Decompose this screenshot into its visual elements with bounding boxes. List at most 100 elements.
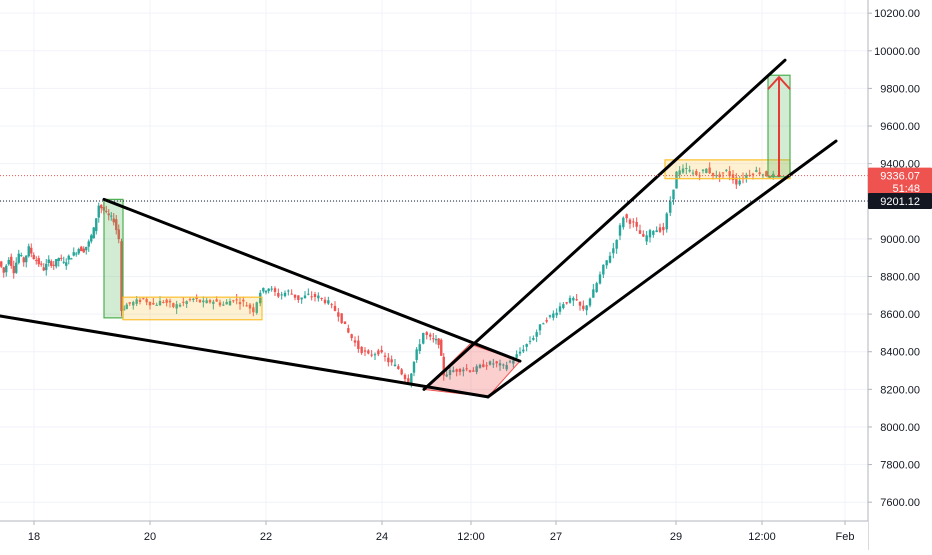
candle-body: [347, 328, 350, 333]
candle-body: [525, 344, 528, 347]
candle-body: [343, 321, 347, 325]
candle-body: [85, 246, 88, 251]
candle-body: [333, 305, 337, 311]
candle-body: [632, 221, 635, 223]
candle-body: [313, 293, 317, 298]
candle-body: [77, 249, 80, 254]
candle-body: [468, 370, 472, 372]
candle-body: [548, 315, 552, 317]
candle-body: [542, 323, 545, 325]
candle-body: [390, 359, 393, 363]
y-tick-label: 7600.00: [880, 497, 920, 509]
candle-body: [62, 261, 65, 263]
y-tick-label: 9400.00: [880, 159, 920, 171]
candle-body: [735, 177, 738, 185]
candle-body: [518, 351, 522, 354]
candle-body: [711, 172, 715, 176]
candle-body: [585, 305, 588, 311]
price-label-background: [868, 167, 932, 184]
candle-body: [232, 300, 235, 302]
candle-body: [70, 258, 73, 260]
candle-body: [458, 369, 462, 372]
y-tick-label: 9600.00: [880, 121, 920, 133]
candle-body: [283, 292, 287, 297]
candle-body: [37, 258, 40, 265]
x-tick-label: 24: [376, 531, 388, 543]
y-tick-label: 8200.00: [880, 384, 920, 396]
candle-body: [545, 320, 548, 322]
candle-body: [685, 168, 688, 170]
candle-body: [158, 300, 162, 306]
candle-body: [731, 174, 735, 181]
candle-body: [508, 361, 512, 363]
candle-body: [142, 298, 145, 300]
x-axis-background: [0, 521, 868, 550]
candle-body: [418, 344, 421, 352]
candle-body: [434, 339, 438, 341]
candle-body: [267, 288, 270, 292]
candle-body: [488, 361, 492, 365]
candle-body: [105, 210, 108, 212]
candle-body: [588, 298, 592, 306]
candle-body: [327, 300, 330, 304]
x-tick-label: 29: [670, 531, 682, 543]
drawings-layer: [0, 58, 838, 399]
candle-body: [145, 299, 148, 303]
yellow-range-box: [122, 296, 263, 321]
candle-body: [442, 356, 445, 376]
candle-body: [718, 174, 721, 178]
candle-body: [172, 303, 175, 308]
y-tick-label: 10000.00: [874, 46, 920, 58]
candle-body: [582, 305, 585, 310]
trend-line: [422, 58, 787, 391]
candle-body: [0, 261, 3, 267]
candle-body: [330, 304, 333, 306]
candle-body: [264, 290, 268, 293]
candle-body: [492, 363, 495, 365]
candle-body: [672, 189, 675, 200]
candle-body: [353, 340, 357, 343]
candle-body: [87, 241, 90, 247]
candle-body: [97, 205, 100, 218]
candle-body: [45, 263, 48, 271]
candle-body: [155, 304, 158, 306]
candle-body: [242, 299, 245, 302]
candle-body: [300, 297, 303, 300]
candle-body: [135, 299, 138, 304]
candle-body: [27, 246, 30, 257]
candle-body: [658, 227, 662, 232]
candle-body: [669, 201, 672, 213]
candle-body: [57, 257, 60, 261]
candle-body: [175, 304, 178, 309]
y-axis-background: [868, 0, 932, 550]
candle-body: [75, 253, 78, 255]
candle-body: [688, 169, 691, 172]
candle-body: [125, 304, 128, 310]
candle-body: [578, 301, 582, 306]
candle-body: [10, 256, 13, 267]
candle-body: [748, 174, 751, 176]
price-label-background: [868, 193, 932, 210]
x-tick-label: 18: [28, 531, 40, 543]
candle-body: [758, 172, 761, 175]
candle-body: [373, 354, 377, 356]
candle-body: [393, 364, 397, 367]
x-tick-label: 27: [550, 531, 562, 543]
candle-body: [462, 369, 465, 372]
candle-body: [252, 307, 255, 313]
candle-body: [248, 304, 252, 309]
y-axis[interactable]: 10200.00 10000.00 9800.00 9600.00 9400.00 920…: [867, 0, 932, 550]
candle-body: [475, 366, 478, 372]
candle-body: [182, 301, 185, 303]
candle-body: [675, 171, 678, 189]
candle-body: [259, 292, 262, 304]
candle-body: [100, 204, 103, 209]
candle-body: [290, 293, 293, 295]
candle-body: [410, 373, 413, 385]
x-tick-label: 12:00: [457, 531, 485, 543]
candle-body: [628, 219, 632, 224]
candle-body: [522, 349, 525, 352]
x-axis[interactable]: 18 20 22 24 12:00 27 29 12:00 Feb: [0, 520, 868, 550]
